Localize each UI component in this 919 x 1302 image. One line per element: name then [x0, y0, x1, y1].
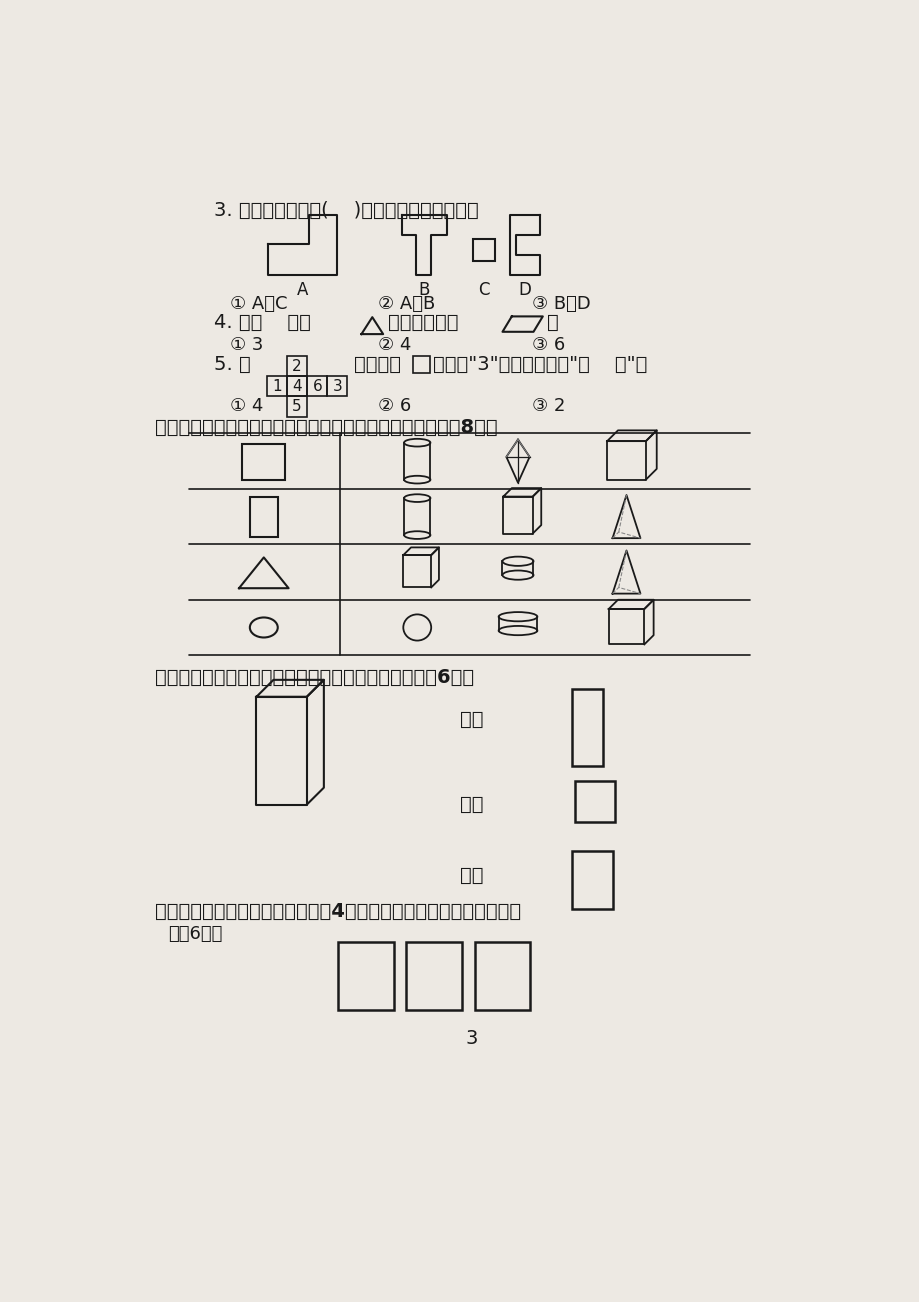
- Bar: [267, 376, 287, 397]
- Bar: [574, 781, 614, 822]
- Text: 5. 将: 5. 将: [214, 355, 251, 374]
- Text: 七、把一张正方形纸片折成相同的4小块，你能想出几种不同的折法？: 七、把一张正方形纸片折成相同的4小块，你能想出几种不同的折法？: [155, 902, 521, 922]
- Text: 右面: 右面: [460, 794, 482, 814]
- Bar: [287, 376, 307, 397]
- Text: ③ 2: ③ 2: [531, 397, 564, 415]
- Bar: [242, 444, 285, 479]
- Text: ③ 6: ③ 6: [531, 336, 564, 354]
- Bar: [472, 240, 494, 260]
- Text: ② A和B: ② A和B: [378, 294, 436, 312]
- Text: ② 6: ② 6: [378, 397, 412, 415]
- Text: 3: 3: [332, 379, 342, 395]
- Text: 。: 。: [547, 312, 559, 332]
- Ellipse shape: [502, 557, 533, 566]
- Ellipse shape: [403, 475, 430, 483]
- Text: ① 3: ① 3: [230, 336, 263, 354]
- Text: ，数字"3"的对面是数字"（    ）"。: ，数字"3"的对面是数字"（ ）"。: [432, 355, 646, 374]
- Text: 6: 6: [312, 379, 322, 395]
- Text: D: D: [518, 281, 531, 299]
- Text: 4: 4: [292, 379, 301, 395]
- Text: ③ B和D: ③ B和D: [531, 294, 590, 312]
- Text: （共6分）: （共6分）: [167, 926, 221, 944]
- Ellipse shape: [498, 612, 537, 621]
- Bar: [572, 689, 603, 766]
- Bar: [572, 850, 612, 909]
- Ellipse shape: [403, 531, 430, 539]
- Text: 五、用哪个物体可以画出左边的图形？请把它圈起来。（共8分）: 五、用哪个物体可以画出左边的图形？请把它圈起来。（共8分）: [155, 418, 497, 437]
- Bar: [287, 357, 307, 376]
- Text: ② 4: ② 4: [378, 336, 412, 354]
- Text: 3. 下面的图形中，(    )可以拼成一个长方形。: 3. 下面的图形中，( )可以拼成一个长方形。: [214, 201, 479, 220]
- Text: 上面: 上面: [460, 866, 482, 885]
- Text: 前面: 前面: [460, 710, 482, 729]
- Text: 六、右边的图形是长方体的哪个面？用线连起来。（共6分）: 六、右边的图形是长方体的哪个面？用线连起来。（共6分）: [155, 668, 474, 686]
- Text: 5: 5: [292, 398, 301, 414]
- Bar: [307, 376, 327, 397]
- Text: ① A和C: ① A和C: [230, 294, 287, 312]
- Bar: [474, 943, 530, 1010]
- Text: 可以拼成一个: 可以拼成一个: [388, 312, 458, 332]
- Text: ① 4: ① 4: [230, 397, 263, 415]
- Text: B: B: [418, 281, 429, 299]
- Text: 1: 1: [272, 379, 281, 395]
- Text: C: C: [478, 281, 489, 299]
- Bar: [250, 496, 278, 536]
- Bar: [287, 397, 307, 417]
- Text: 2: 2: [292, 359, 301, 374]
- Text: A: A: [297, 281, 308, 299]
- Text: 做成一个: 做成一个: [353, 355, 401, 374]
- Bar: [327, 376, 347, 397]
- Bar: [338, 943, 393, 1010]
- Bar: [412, 357, 429, 374]
- Text: 3: 3: [465, 1030, 477, 1048]
- Bar: [406, 943, 461, 1010]
- Text: 4. 用（    ）个: 4. 用（ ）个: [214, 312, 311, 332]
